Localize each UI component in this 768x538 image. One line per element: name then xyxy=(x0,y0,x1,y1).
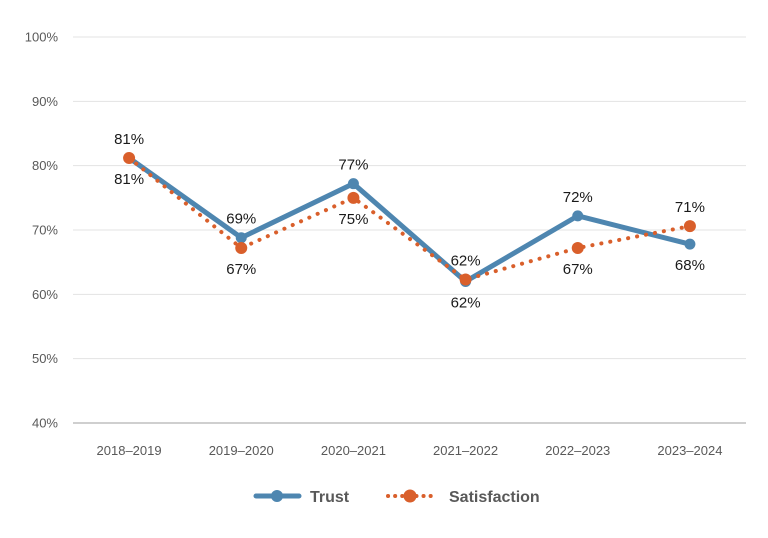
data-label-trust: 77% xyxy=(338,157,368,174)
series-satisfaction xyxy=(123,151,696,286)
data-label-satisfaction: 62% xyxy=(451,253,481,270)
x-tick-label: 2022–2023 xyxy=(545,443,610,458)
data-label-satisfaction: 67% xyxy=(226,261,256,278)
data-label-satisfaction: 75% xyxy=(338,211,368,228)
legend: Trust Satisfaction xyxy=(253,489,540,506)
y-tick-label: 70% xyxy=(32,223,58,238)
data-label-satisfaction: 67% xyxy=(563,261,593,278)
data-point-satisfaction xyxy=(683,220,696,233)
y-axis-ticks: 40% 50% 60% 70% 80% 90% 100% xyxy=(25,30,59,431)
legend-item-satisfaction: Satisfaction xyxy=(386,489,540,506)
data-point-trust xyxy=(684,238,696,250)
data-point-trust xyxy=(347,178,359,190)
data-point-satisfaction xyxy=(571,242,584,255)
y-tick-label: 50% xyxy=(32,351,58,366)
data-point-satisfaction xyxy=(459,273,472,286)
legend-label-trust: Trust xyxy=(310,489,350,506)
data-label-trust: 69% xyxy=(226,211,256,228)
gridlines xyxy=(73,36,746,424)
data-label-trust: 62% xyxy=(451,294,481,311)
data-labels: 81% 69% 77% 62% 72% 68% 81% 67% 75% 62% 67% 71% xyxy=(114,131,705,312)
data-point-satisfaction xyxy=(235,242,248,255)
x-tick-label: 2019–2020 xyxy=(209,443,274,458)
data-point-trust xyxy=(572,210,584,222)
x-tick-label: 2018–2019 xyxy=(97,443,162,458)
y-tick-label: 60% xyxy=(32,287,58,302)
series-layer xyxy=(123,151,696,287)
legend-marker-satisfaction xyxy=(403,489,417,503)
series-line-satisfaction xyxy=(127,155,692,282)
data-point-satisfaction xyxy=(347,191,360,204)
data-point-trust xyxy=(235,232,247,244)
data-label-trust: 81% xyxy=(114,131,144,148)
legend-label-satisfaction: Satisfaction xyxy=(449,489,540,506)
x-tick-label: 2021–2022 xyxy=(433,443,498,458)
x-tick-label: 2023–2024 xyxy=(657,443,722,458)
data-point-satisfaction xyxy=(123,151,136,164)
x-axis-ticks: 2018–2019 2019–2020 2020–2021 2021–2022 2022… xyxy=(97,443,723,458)
series-line-trust xyxy=(126,155,693,284)
y-tick-label: 100% xyxy=(25,30,59,45)
legend-marker-trust xyxy=(271,490,283,502)
x-tick-label: 2020–2021 xyxy=(321,443,386,458)
data-label-trust: 72% xyxy=(563,189,593,206)
series-trust xyxy=(123,152,696,287)
y-tick-label: 40% xyxy=(32,416,58,431)
y-tick-label: 80% xyxy=(32,158,58,173)
data-label-satisfaction: 71% xyxy=(675,199,705,216)
y-tick-label: 90% xyxy=(32,94,58,109)
data-label-trust: 68% xyxy=(675,257,705,274)
data-label-satisfaction: 81% xyxy=(114,171,144,188)
legend-item-trust: Trust xyxy=(253,489,350,506)
